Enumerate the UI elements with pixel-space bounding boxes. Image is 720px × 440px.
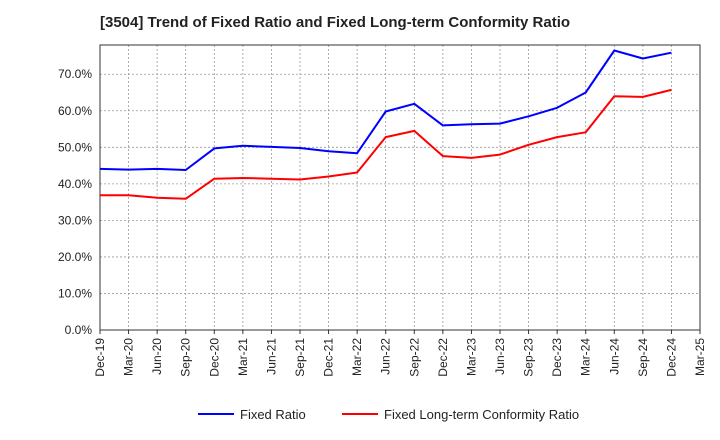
x-tick-label: Mar-20 (122, 338, 136, 376)
y-tick-label: 30.0% (58, 213, 92, 227)
legend-label-1: Fixed Ratio (240, 407, 306, 422)
x-tick-label: Mar-22 (350, 338, 364, 376)
series-line-1 (99, 49, 672, 171)
x-tick-label: Jun-21 (264, 338, 278, 375)
legend-label-2: Fixed Long-term Conformity Ratio (384, 407, 579, 422)
y-tick-label: 40.0% (58, 177, 92, 191)
x-tick-label: Dec-20 (207, 338, 221, 377)
x-tick-label: Sep-20 (179, 338, 193, 377)
x-tick-label: Sep-22 (407, 338, 421, 377)
x-tick-label: Mar-24 (579, 338, 593, 376)
x-tick-label: Dec-24 (664, 338, 678, 377)
y-tick-label: 50.0% (58, 140, 92, 154)
chart-title: [3504] Trend of Fixed Ratio and Fixed Lo… (100, 14, 571, 31)
x-tick-label: Jun-20 (150, 338, 164, 375)
x-tick-label: Jun-23 (493, 338, 507, 375)
x-tick-label: Jun-22 (379, 338, 393, 375)
plot-area-border (99, 44, 701, 331)
x-tick-label: Mar-25 (693, 338, 707, 376)
x-tick-label: Dec-19 (93, 338, 107, 377)
x-tick-label: Jun-24 (607, 338, 621, 375)
x-tick-label: Dec-23 (550, 338, 564, 377)
x-tick-label: Sep-21 (293, 338, 307, 377)
x-tick-label: Mar-21 (236, 338, 250, 376)
series-line-2 (100, 88, 672, 200)
y-tick-label: 10.0% (58, 286, 92, 300)
x-tick-label: Sep-24 (636, 338, 650, 377)
x-tick-label: Mar-23 (464, 338, 478, 376)
x-tick-label: Dec-22 (436, 338, 450, 377)
x-tick-label: Dec-21 (322, 338, 336, 377)
y-tick-label: 70.0% (58, 67, 92, 81)
y-tick-label: 60.0% (58, 104, 92, 118)
y-tick-label: 0.0% (65, 323, 93, 337)
x-tick-label: Sep-23 (522, 338, 536, 377)
y-tick-label: 20.0% (58, 250, 92, 264)
